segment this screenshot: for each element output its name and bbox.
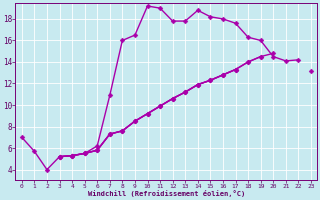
X-axis label: Windchill (Refroidissement éolien,°C): Windchill (Refroidissement éolien,°C) [88,190,245,197]
